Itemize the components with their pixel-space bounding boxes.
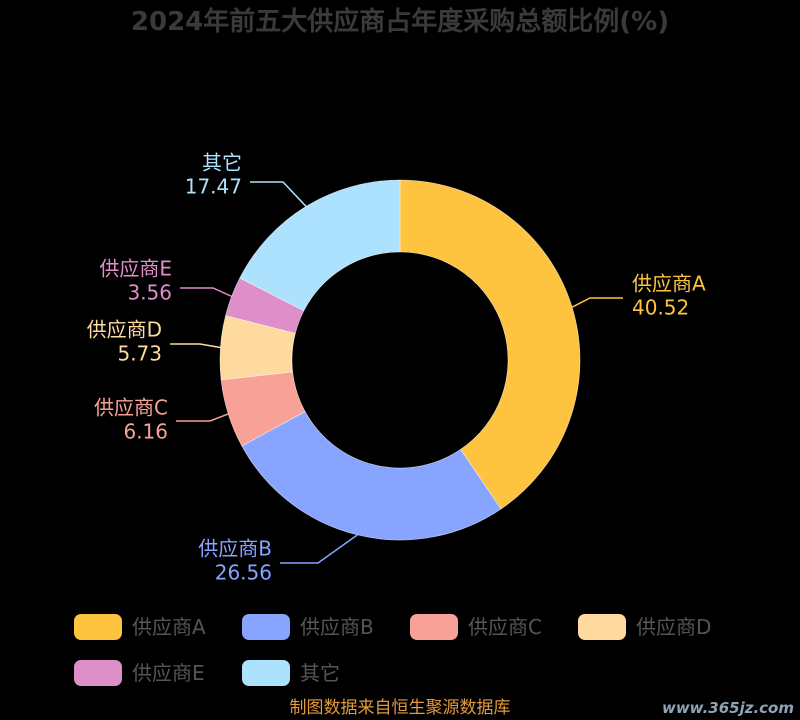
donut-slice-supplier-b: [241, 411, 502, 541]
legend-swatch: [410, 614, 458, 640]
legend-item-other[interactable]: 其它: [242, 660, 340, 686]
leader-line-supplier-d: [170, 343, 221, 349]
leader-line-supplier-e: [180, 287, 232, 298]
donut-slice-other: [239, 179, 401, 312]
leader-line-supplier-b: [280, 534, 358, 564]
legend-item-supplier-e[interactable]: 供应商E: [74, 660, 205, 686]
slice-label-name-supplier-b: 供应商B: [198, 537, 272, 561]
slice-label-name-supplier-c: 供应商C: [94, 396, 168, 420]
legend-swatch: [578, 614, 626, 640]
slice-label-name-supplier-a: 供应商A: [632, 272, 706, 296]
leader-line-other: [250, 181, 307, 207]
legend-item-supplier-d[interactable]: 供应商D: [578, 614, 711, 640]
legend-label: 供应商C: [468, 615, 542, 639]
leader-line-supplier-c: [176, 413, 229, 422]
slice-label-value-other: 17.47: [185, 175, 242, 199]
slice-label-value-supplier-e: 3.56: [127, 281, 172, 305]
legend-label: 供应商B: [300, 615, 374, 639]
legend-label: 供应商A: [132, 615, 206, 639]
slice-label-value-supplier-c: 6.16: [123, 420, 168, 444]
legend-swatch: [74, 614, 122, 640]
slice-label-name-supplier-e: 供应商E: [99, 257, 172, 281]
legend-swatch: [74, 660, 122, 686]
watermark: www.365jz.com: [661, 699, 794, 717]
legend-label: 供应商E: [132, 661, 205, 685]
legend-label: 其它: [300, 661, 340, 685]
legend-item-supplier-c[interactable]: 供应商C: [410, 614, 542, 640]
slice-label-name-other: 其它: [202, 151, 242, 175]
source-note: 制图数据来自恒生聚源数据库: [289, 698, 511, 718]
legend-item-supplier-a[interactable]: 供应商A: [74, 614, 206, 640]
leader-line-supplier-a: [571, 297, 623, 308]
leader-lines: [170, 181, 623, 564]
legend-swatch: [242, 614, 290, 640]
donut-slice-supplier-a: [399, 179, 581, 510]
legend-label: 供应商D: [636, 615, 712, 639]
slice-label-name-supplier-d: 供应商D: [87, 318, 162, 342]
legend-swatch: [242, 660, 290, 686]
legend-item-supplier-b[interactable]: 供应商B: [242, 614, 374, 640]
slice-label-value-supplier-d: 5.73: [117, 342, 162, 366]
donut-slices: [219, 179, 581, 541]
slice-label-value-supplier-a: 40.52: [632, 296, 689, 320]
slice-label-value-supplier-b: 26.56: [215, 561, 272, 585]
chart-title: 2024年前五大供应商占年度采购总额比例(%): [130, 7, 670, 37]
